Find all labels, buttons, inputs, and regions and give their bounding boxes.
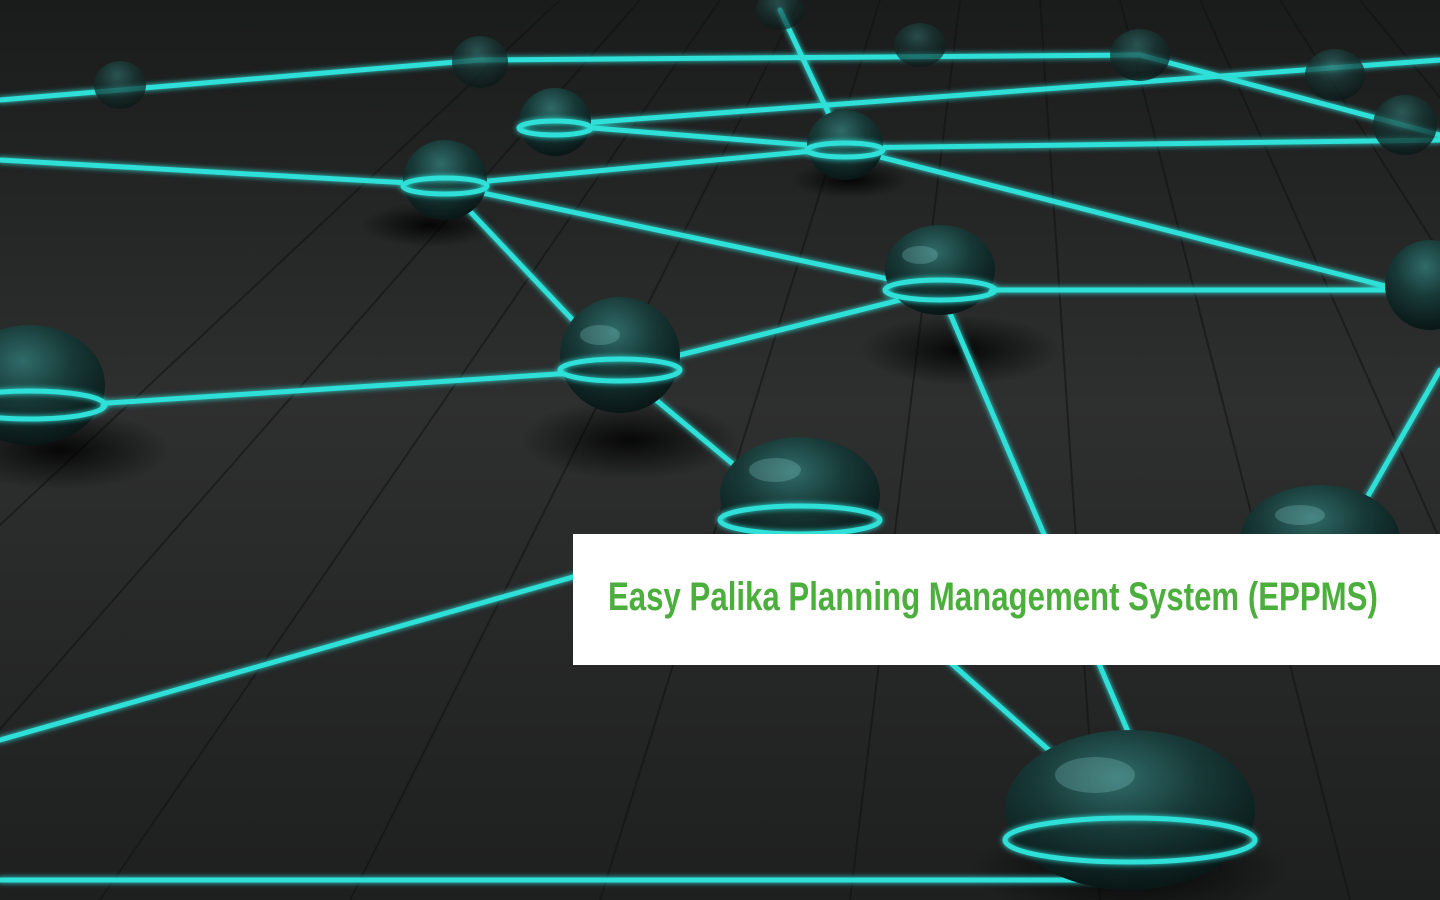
title-banner: Easy Palika Planning Management System (… (573, 534, 1440, 665)
page-title: Easy Palika Planning Management System (… (608, 575, 1378, 619)
